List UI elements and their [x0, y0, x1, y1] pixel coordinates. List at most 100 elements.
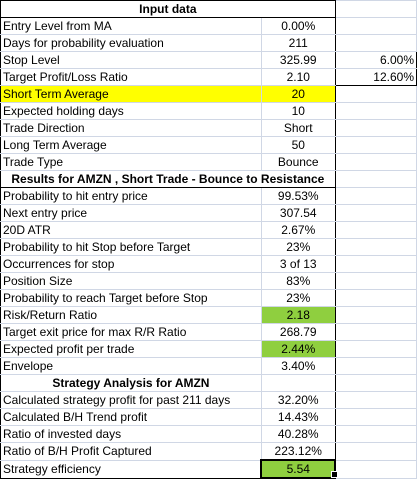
row-label[interactable]: Short Term Average: [0, 85, 262, 103]
empty-cell[interactable]: [334, 85, 417, 103]
row-label[interactable]: Trade Type: [0, 153, 262, 171]
row-value[interactable]: 3.40%: [260, 357, 336, 375]
empty-cell[interactable]: [334, 170, 417, 188]
table-row: Stop Level 325.99 6.00%: [0, 51, 417, 69]
table-row: Ratio of invested days 40.28%: [0, 425, 417, 443]
empty-cell[interactable]: [334, 357, 417, 375]
empty-cell[interactable]: [334, 0, 417, 18]
empty-cell[interactable]: [334, 323, 417, 341]
empty-cell[interactable]: [334, 306, 417, 324]
row-value[interactable]: 23%: [260, 289, 336, 307]
row-label[interactable]: Envelope: [0, 357, 262, 375]
row-value[interactable]: 83%: [260, 272, 336, 290]
row-value[interactable]: Short: [260, 119, 336, 137]
table-row: Risk/Return Ratio 2.18: [0, 306, 417, 324]
input-header[interactable]: Input data: [0, 0, 336, 18]
row-value[interactable]: Bounce: [260, 153, 336, 171]
empty-cell[interactable]: [334, 153, 417, 171]
row-label[interactable]: Target exit price for max R/R Ratio: [0, 323, 262, 341]
empty-cell[interactable]: [334, 136, 417, 154]
row-label[interactable]: Days for probability evaluation: [0, 34, 262, 52]
row-extra[interactable]: 6.00%: [334, 51, 417, 69]
empty-cell[interactable]: [334, 238, 417, 256]
row-label[interactable]: 20D ATR: [0, 221, 262, 239]
empty-cell[interactable]: [334, 374, 417, 392]
row-value[interactable]: 0.00%: [260, 17, 336, 35]
row-extra[interactable]: 12.60%: [334, 68, 417, 86]
row-value[interactable]: 2.18: [260, 306, 336, 324]
row-label[interactable]: Ratio of B/H Profit Captured: [0, 442, 262, 461]
row-value[interactable]: 99.53%: [260, 187, 336, 205]
row-label[interactable]: Entry Level from MA: [0, 17, 262, 35]
results-header[interactable]: Results for AMZN , Short Trade - Bounce …: [0, 170, 336, 188]
table-row: Trade Type Bounce: [0, 153, 417, 171]
empty-cell[interactable]: [334, 255, 417, 273]
empty-cell[interactable]: [334, 119, 417, 137]
empty-cell[interactable]: [334, 391, 417, 409]
row-label[interactable]: Expected holding days: [0, 102, 262, 120]
row-label[interactable]: Probability to hit Stop before Target: [0, 238, 262, 256]
empty-cell[interactable]: [334, 442, 417, 461]
row-value[interactable]: 20: [260, 85, 336, 103]
selected-cell[interactable]: 5.54: [260, 459, 337, 479]
table-row: Calculated strategy profit for past 211 …: [0, 391, 417, 409]
row-label[interactable]: Calculated B/H Trend profit: [0, 408, 262, 426]
row-label[interactable]: Risk/Return Ratio: [0, 306, 262, 324]
row-label[interactable]: Expected profit per trade: [0, 340, 262, 358]
empty-cell[interactable]: [260, 374, 336, 392]
row-label[interactable]: Position Size: [0, 272, 262, 290]
row-label[interactable]: Long Term Average: [0, 136, 262, 154]
table-row: Occurrences for stop 3 of 13: [0, 255, 417, 273]
row-value[interactable]: 2.67%: [260, 221, 336, 239]
table-row: Envelope 3.40%: [0, 357, 417, 375]
empty-cell[interactable]: [334, 221, 417, 239]
row-value[interactable]: 10: [260, 102, 336, 120]
fill-handle[interactable]: [331, 471, 338, 478]
row-value[interactable]: 211: [260, 34, 336, 52]
row-value[interactable]: 223.12%: [260, 442, 336, 461]
table-row: Trade Direction Short: [0, 119, 417, 137]
empty-cell[interactable]: [334, 272, 417, 290]
row-label[interactable]: Calculated strategy profit for past 211 …: [0, 391, 262, 409]
row-value[interactable]: 50: [260, 136, 336, 154]
row-label[interactable]: Target Profit/Loss Ratio: [0, 68, 262, 86]
row-value[interactable]: 3 of 13: [260, 255, 336, 273]
empty-cell[interactable]: [334, 34, 417, 52]
row-value[interactable]: 14.43%: [260, 408, 336, 426]
empty-cell[interactable]: [334, 408, 417, 426]
table-row: Days for probability evaluation 211: [0, 34, 417, 52]
empty-cell[interactable]: [334, 102, 417, 120]
row-label[interactable]: Probability to hit entry price: [0, 187, 262, 205]
row-value[interactable]: 2.10: [260, 68, 336, 86]
row-value[interactable]: 32.20%: [260, 391, 336, 409]
row-value[interactable]: 2.44%: [260, 340, 336, 358]
strategy-header-row: Strategy Analysis for AMZN: [0, 374, 417, 392]
empty-cell[interactable]: [334, 289, 417, 307]
row-value[interactable]: 325.99: [260, 51, 336, 69]
table-row: Short Term Average 20: [0, 85, 417, 103]
empty-cell[interactable]: [334, 204, 417, 222]
empty-cell[interactable]: [334, 187, 417, 205]
table-row: Target exit price for max R/R Ratio 268.…: [0, 323, 417, 341]
row-label[interactable]: Probability to reach Target before Stop: [0, 289, 262, 307]
strategy-header[interactable]: Strategy Analysis for AMZN: [0, 374, 262, 392]
empty-cell[interactable]: [334, 340, 417, 358]
empty-cell[interactable]: [334, 425, 417, 443]
row-value[interactable]: 23%: [260, 238, 336, 256]
row-label[interactable]: Ratio of invested days: [0, 425, 262, 443]
row-label[interactable]: Occurrences for stop: [0, 255, 262, 273]
row-value[interactable]: 40.28%: [260, 425, 336, 443]
table-row: Probability to hit Stop before Target 23…: [0, 238, 417, 256]
table-row: Calculated B/H Trend profit 14.43%: [0, 408, 417, 426]
row-value[interactable]: 307.54: [260, 204, 336, 222]
table-row: Probability to hit entry price 99.53%: [0, 187, 417, 205]
row-label[interactable]: Next entry price: [0, 204, 262, 222]
empty-cell[interactable]: [334, 17, 417, 35]
empty-cell[interactable]: [334, 459, 417, 479]
row-label[interactable]: Trade Direction: [0, 119, 262, 137]
row-value[interactable]: 268.79: [260, 323, 336, 341]
row-label[interactable]: Strategy efficiency: [0, 459, 262, 479]
row-label[interactable]: Stop Level: [0, 51, 262, 69]
table-row: Expected profit per trade 2.44%: [0, 340, 417, 358]
